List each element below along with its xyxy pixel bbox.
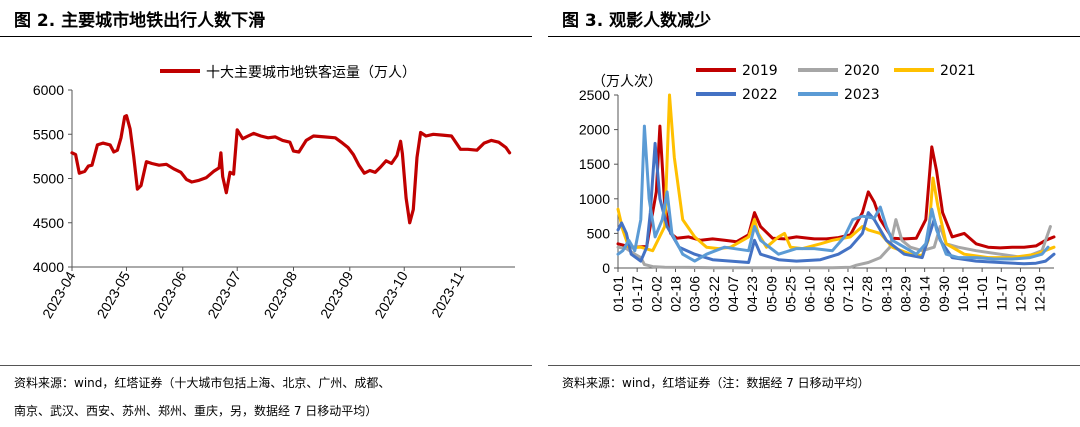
y-tick-label: 2500 bbox=[579, 87, 610, 103]
y-tick-label: 6000 bbox=[33, 82, 64, 98]
series-line-2023 bbox=[616, 124, 1050, 263]
metro-chart: 4000 4500 5000 5500 6000 2023-04 2023-05 2023-0… bbox=[33, 64, 515, 321]
x-tick-label: 12-19 bbox=[1032, 276, 1048, 312]
x-tick-label: 08-29 bbox=[897, 276, 913, 312]
x-tick-label: 01-01 bbox=[610, 276, 626, 312]
legend-label-2020: 2020 bbox=[844, 63, 880, 79]
x-tick-label: 11-01 bbox=[974, 276, 990, 311]
x-tick-label: 05-25 bbox=[782, 276, 798, 312]
x-tick-label: 07-12 bbox=[840, 276, 856, 312]
legend-label-2019: 2019 bbox=[742, 63, 778, 79]
x-tick-label: 2023-04 bbox=[39, 268, 79, 321]
title-rule bbox=[548, 36, 1080, 37]
x-tick-label: 2023-09 bbox=[317, 268, 357, 321]
y-tick-label: 500 bbox=[587, 225, 611, 241]
x-tick-label: 06-10 bbox=[802, 276, 818, 312]
left-panel: 图 2. 主要城市地铁出行人数下滑 4000 4500 5000 5500 6000 20… bbox=[0, 0, 532, 427]
x-tick-label: 2023-06 bbox=[150, 268, 190, 321]
x-tick-label: 11-17 bbox=[993, 276, 1009, 311]
legend-label: 十大主要城市地铁客运量（万人） bbox=[206, 64, 416, 81]
source-note-line2: 南京、武汉、西安、苏州、郑州、重庆，另，数据经 7 日移动平均） bbox=[14, 404, 378, 418]
x-tick-label: 02-02 bbox=[648, 276, 664, 312]
x-tick-label: 06-26 bbox=[821, 276, 837, 312]
cinema-chart: （万人次） 0 500 1000 1500 2000 2500 01-01 01-17 02-02… bbox=[579, 63, 1056, 312]
figure-title: 图 2. 主要城市地铁出行人数下滑 bbox=[14, 11, 266, 31]
x-tick-label: 09-30 bbox=[936, 276, 952, 312]
source-rule bbox=[0, 365, 532, 366]
x-tick-label: 04-07 bbox=[725, 276, 741, 312]
series-line-2019 bbox=[616, 124, 1056, 250]
series-line-metro bbox=[70, 114, 512, 225]
y-tick-label: 4000 bbox=[33, 259, 64, 275]
x-tick-label: 07-28 bbox=[859, 276, 875, 312]
figure-title: 图 3. 观影人数减少 bbox=[562, 11, 712, 31]
x-tick-label: 2023-07 bbox=[204, 268, 244, 321]
source-note-line1: 资料来源：wind，红塔证券（十大城市包括上海、北京、广州、成都、 bbox=[14, 376, 391, 390]
y-tick-label: 2000 bbox=[579, 122, 610, 138]
y-tick-label: 5000 bbox=[33, 171, 64, 187]
x-tick-label: 05-09 bbox=[763, 276, 779, 312]
x-tick-label: 10-16 bbox=[955, 276, 971, 312]
legend-label-2022: 2022 bbox=[742, 87, 778, 103]
legend-label-2023: 2023 bbox=[844, 87, 880, 103]
x-tick-label: 09-14 bbox=[917, 276, 933, 312]
right-panel: 图 3. 观影人数减少 （万人次） 0 500 1000 1500 2000 2500 01-… bbox=[548, 0, 1080, 427]
y-tick-label: 1500 bbox=[579, 156, 610, 172]
x-tick-label: 02-18 bbox=[667, 276, 683, 312]
legend-label-2021: 2021 bbox=[940, 63, 976, 79]
x-tick-label: 04-23 bbox=[744, 276, 760, 312]
y-tick-label: 0 bbox=[602, 260, 610, 276]
x-tick-label: 2023-05 bbox=[94, 268, 134, 321]
x-tick-label: 2023-08 bbox=[261, 268, 301, 321]
title-rule bbox=[0, 36, 532, 37]
series-line-2020 bbox=[616, 218, 1052, 270]
y-tick-label: 5500 bbox=[33, 126, 64, 142]
y-tick-label: 1000 bbox=[579, 191, 610, 207]
x-tick-label: 03-22 bbox=[706, 276, 722, 312]
x-tick-label: 12-03 bbox=[1012, 276, 1028, 312]
source-note-line1: 资料来源：wind，红塔证券（注：数据经 7 日移动平均） bbox=[562, 376, 870, 390]
x-tick-label: 2023-11 bbox=[428, 268, 467, 320]
x-tick-label: 01-17 bbox=[629, 276, 645, 312]
y-axis-unit: （万人次） bbox=[592, 73, 662, 89]
y-tick-label: 4500 bbox=[33, 215, 64, 231]
x-tick-label: 2023-10 bbox=[371, 268, 411, 321]
series-line-2021 bbox=[616, 93, 1056, 260]
x-tick-label: 08-13 bbox=[878, 276, 894, 312]
source-rule bbox=[548, 365, 1080, 366]
x-tick-label: 03-06 bbox=[687, 276, 703, 312]
